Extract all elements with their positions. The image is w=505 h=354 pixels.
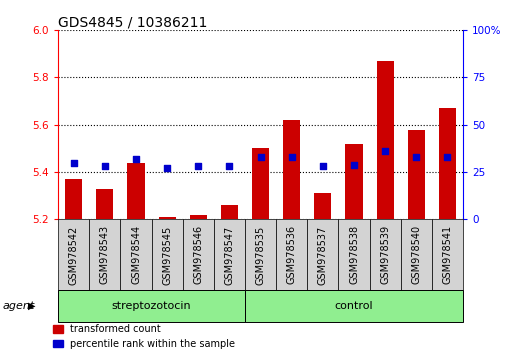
Bar <box>65 179 82 219</box>
Point <box>442 154 450 160</box>
Text: GSM978540: GSM978540 <box>411 225 421 285</box>
Legend: transformed count, percentile rank within the sample: transformed count, percentile rank withi… <box>53 324 235 349</box>
Point <box>194 164 202 169</box>
Text: GSM978539: GSM978539 <box>379 225 389 285</box>
Point <box>349 162 358 167</box>
Text: GSM978543: GSM978543 <box>99 225 110 285</box>
Text: control: control <box>334 301 373 311</box>
Point <box>287 154 295 160</box>
Text: GSM978541: GSM978541 <box>441 225 451 285</box>
Text: ▶: ▶ <box>28 301 35 311</box>
Bar <box>438 108 455 219</box>
Bar <box>283 120 299 219</box>
Text: agent: agent <box>3 301 35 311</box>
Bar <box>376 61 393 219</box>
Bar <box>251 148 269 219</box>
Point <box>100 164 109 169</box>
Bar <box>189 215 207 219</box>
Text: GSM978546: GSM978546 <box>193 225 203 285</box>
Point <box>163 166 171 171</box>
Point <box>318 164 326 169</box>
Text: GSM978547: GSM978547 <box>224 225 234 285</box>
Point <box>70 160 78 165</box>
Bar <box>221 205 237 219</box>
Bar <box>158 217 175 219</box>
Text: GDS4845 / 10386211: GDS4845 / 10386211 <box>58 16 207 30</box>
Point <box>412 154 420 160</box>
Bar <box>407 130 424 219</box>
Point <box>380 148 388 154</box>
Bar <box>127 163 144 219</box>
Text: GSM978537: GSM978537 <box>317 225 327 285</box>
Point <box>132 156 140 162</box>
Text: GSM978538: GSM978538 <box>348 225 358 285</box>
Text: GSM978542: GSM978542 <box>69 225 79 285</box>
Point <box>256 154 264 160</box>
Point <box>225 164 233 169</box>
Text: GSM978536: GSM978536 <box>286 225 296 285</box>
Text: GSM978535: GSM978535 <box>255 225 265 285</box>
Text: GSM978545: GSM978545 <box>162 225 172 285</box>
Text: streptozotocin: streptozotocin <box>112 301 191 311</box>
Bar <box>96 189 113 219</box>
Bar <box>314 193 331 219</box>
Text: GSM978544: GSM978544 <box>131 225 141 285</box>
Bar <box>345 144 362 219</box>
